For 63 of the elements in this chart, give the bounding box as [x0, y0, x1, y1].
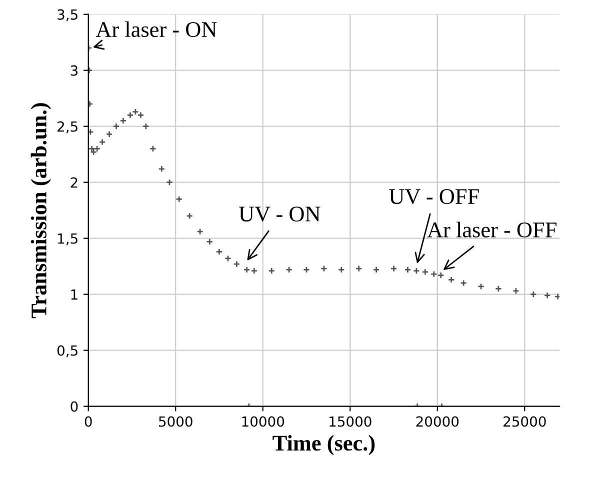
x-tick-label: 0 — [84, 416, 92, 427]
point — [422, 268, 429, 276]
point — [142, 122, 150, 130]
point — [186, 212, 194, 220]
point — [233, 260, 240, 268]
x-tick-label: 5000 — [159, 416, 192, 427]
point — [149, 145, 156, 152]
y-tick-label: 2 — [70, 177, 78, 188]
x-axis-title: Time (sec.) — [272, 435, 375, 456]
point — [512, 287, 520, 294]
point — [243, 266, 250, 274]
y-tick-label: 1 — [71, 289, 78, 300]
point — [88, 145, 96, 152]
point — [250, 267, 258, 274]
y-tick-label: 0,5 — [57, 345, 78, 358]
point — [544, 292, 551, 299]
point — [90, 148, 98, 156]
x-tick-label: 15000 — [330, 416, 372, 427]
point — [137, 112, 144, 119]
point — [166, 178, 173, 186]
point — [390, 265, 398, 272]
point — [437, 272, 444, 279]
annotation: UV - OFF — [389, 189, 479, 204]
point — [303, 266, 310, 274]
y-tick-label: 3,5 — [58, 9, 78, 22]
y-tick-label: 0 — [70, 401, 78, 412]
point — [206, 238, 214, 246]
point — [286, 266, 293, 274]
x-tick-label: 20000 — [416, 416, 459, 427]
point — [554, 293, 560, 300]
point — [224, 255, 232, 262]
x-tick-label: 10000 — [242, 416, 284, 427]
point — [412, 267, 420, 274]
point — [106, 130, 113, 138]
annotation: Ar laser - ON — [96, 21, 217, 38]
y-tick-label: 1,5 — [58, 233, 78, 246]
point — [268, 267, 276, 274]
point — [196, 228, 204, 236]
point — [120, 117, 127, 124]
y-tick-label: 3 — [70, 65, 78, 76]
point — [338, 266, 345, 274]
point — [448, 276, 455, 284]
point — [460, 280, 468, 287]
x-tick-label: 25000 — [504, 416, 546, 427]
point — [88, 128, 94, 136]
point — [372, 266, 380, 274]
point — [176, 196, 183, 203]
point — [94, 145, 101, 152]
point — [355, 265, 362, 272]
point — [216, 248, 223, 256]
point — [404, 266, 412, 274]
annotation: Ar laser - OFF — [427, 222, 556, 238]
y-axis-title: Transmission (arb.un.) — [30, 103, 51, 318]
point — [112, 122, 120, 130]
point — [530, 290, 537, 298]
point — [494, 285, 502, 292]
y-tick-label: 2,5 — [58, 121, 78, 134]
point — [98, 138, 106, 146]
point — [478, 283, 484, 290]
point — [158, 165, 166, 172]
point — [430, 270, 438, 278]
point — [320, 265, 328, 272]
annotation: UV - ON — [238, 206, 320, 222]
